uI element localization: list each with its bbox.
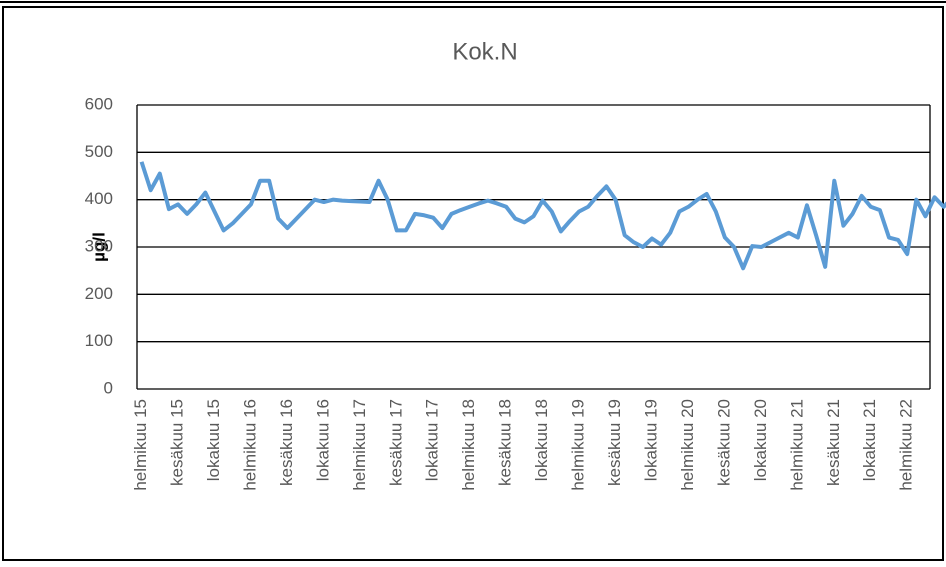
y-tick-label: 500 — [85, 142, 113, 161]
data-line — [139, 161, 946, 271]
x-tick-label: lokakuu 19 — [641, 399, 660, 481]
x-tick-label: helmikuu 20 — [678, 399, 697, 491]
y-tick-label: 0 — [104, 378, 113, 397]
x-tick-label: helmikuu 15 — [131, 399, 150, 491]
x-tick-label: kesäkuu 18 — [496, 399, 515, 486]
y-tick-label: 400 — [85, 189, 113, 208]
x-tick-label: kesäkuu 19 — [605, 399, 624, 486]
x-tick-label: lokakuu 21 — [860, 399, 879, 481]
x-tick-label: kesäkuu 16 — [277, 399, 296, 486]
y-tick-label: 100 — [85, 331, 113, 350]
x-tick-label: kesäkuu 17 — [386, 399, 405, 486]
x-tick-label: kesäkuu 21 — [824, 399, 843, 486]
x-tick-label: lokakuu 16 — [313, 399, 332, 481]
y-tick-label: 200 — [85, 284, 113, 303]
y-tick-label: 300 — [85, 236, 113, 255]
x-tick-label: helmikuu 22 — [897, 399, 916, 491]
x-tick-label: lokakuu 17 — [423, 399, 442, 481]
y-tick-label: 600 — [85, 94, 113, 113]
x-tick-label: lokakuu 20 — [751, 399, 770, 481]
x-tick-label: lokakuu 15 — [204, 399, 223, 481]
x-tick-label: helmikuu 17 — [350, 399, 369, 491]
x-tick-label: helmikuu 21 — [787, 399, 806, 491]
chart-title: Kok.N — [452, 38, 517, 65]
x-tick-label: kesäkuu 20 — [714, 399, 733, 486]
x-tick-label: helmikuu 16 — [240, 399, 259, 491]
x-tick-label: kesäkuu 15 — [168, 399, 187, 486]
y-axis-label: µg/l — [89, 232, 108, 262]
frame — [2, 6, 944, 561]
x-tick-label: lokakuu 18 — [532, 399, 551, 481]
x-tick-label: helmikuu 19 — [569, 399, 588, 491]
x-tick-label: helmikuu 18 — [459, 399, 478, 491]
